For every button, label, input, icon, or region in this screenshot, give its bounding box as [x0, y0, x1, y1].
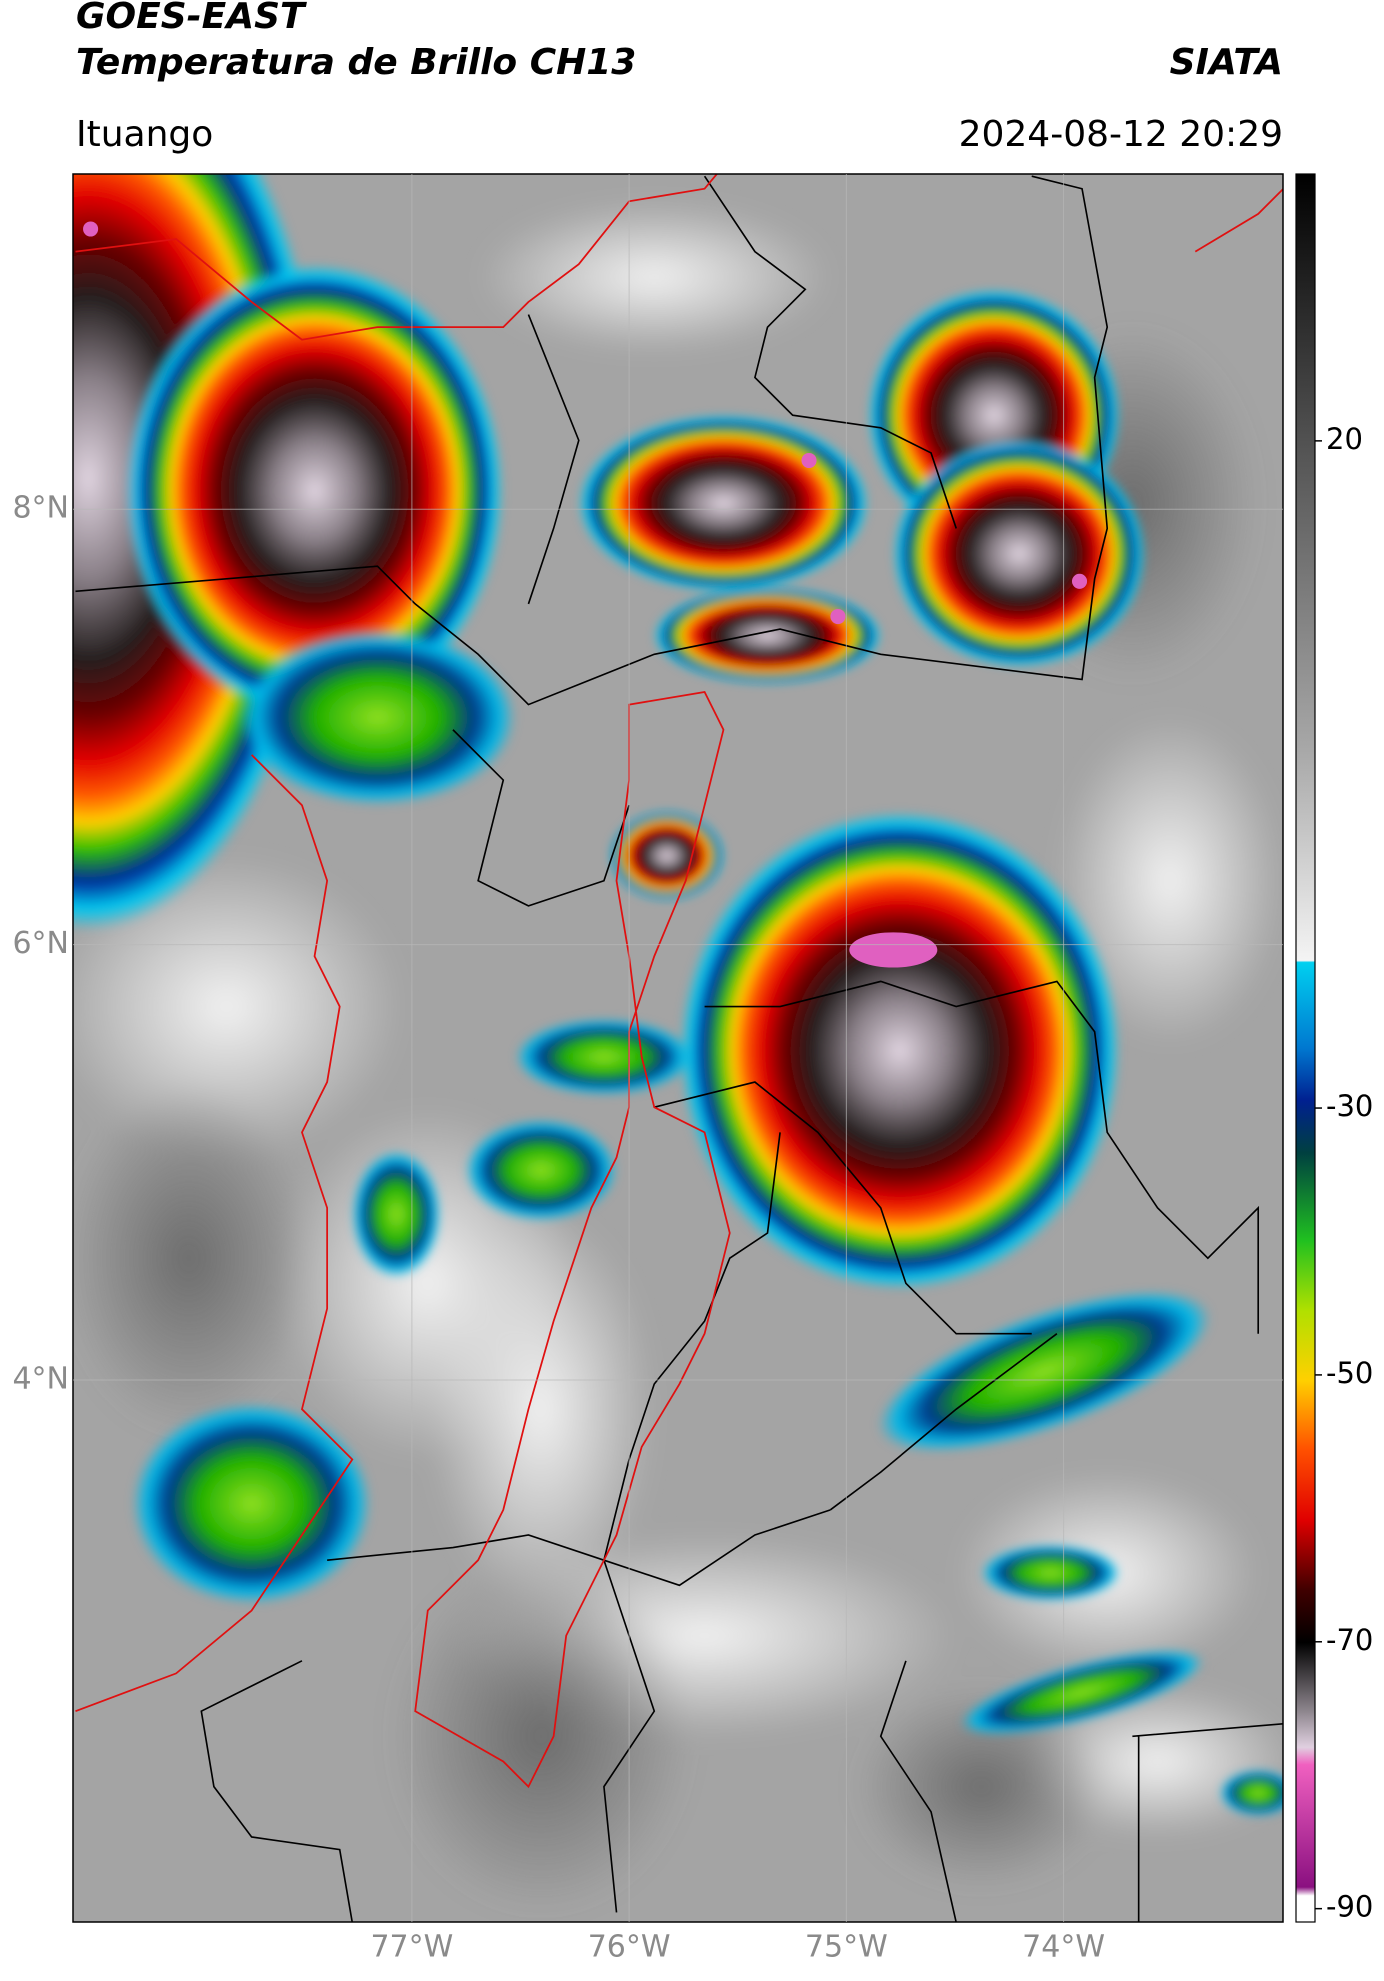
source: SIATA: [1170, 42, 1283, 83]
map-frame: [72, 173, 1284, 1923]
title: GOES-EAST: [76, 0, 307, 37]
colorbar: [1295, 173, 1316, 1923]
location: Ituango: [76, 114, 213, 155]
satellite-image: [73, 174, 1283, 1922]
colorbar-tick-label: -90: [1326, 1890, 1373, 1924]
colorbar-tick-label: -30: [1326, 1089, 1373, 1123]
x-tick-label: 74°W: [1022, 1930, 1105, 1965]
y-tick-label: 6°N: [12, 926, 69, 961]
colorbar-tick-label: -70: [1326, 1623, 1373, 1657]
department-borders: [75, 174, 1283, 1789]
x-tick-label: 75°W: [805, 1930, 888, 1965]
storms: [73, 174, 1283, 1816]
colorbar-tick-label: -50: [1326, 1356, 1373, 1390]
coldest-tops: [83, 221, 1088, 968]
clouds: [73, 201, 1283, 1913]
x-tick-label: 77°W: [370, 1930, 453, 1965]
y-tick-label: 8°N: [12, 491, 69, 526]
y-tick-label: 4°N: [12, 1361, 69, 1396]
imagery: [73, 174, 1283, 1922]
colorbar-tick-label: 20: [1326, 422, 1363, 456]
axes: 77°W 76°W 75°W 74°W 8°N 6°N 4°N 20 -30 -50 -70 -90: [12, 174, 1373, 1965]
x-tick-label: 76°W: [588, 1930, 671, 1965]
subtitle: Temperatura de Brillo CH13: [76, 42, 636, 83]
datetime: 2024-08-12 20:29: [959, 114, 1283, 155]
